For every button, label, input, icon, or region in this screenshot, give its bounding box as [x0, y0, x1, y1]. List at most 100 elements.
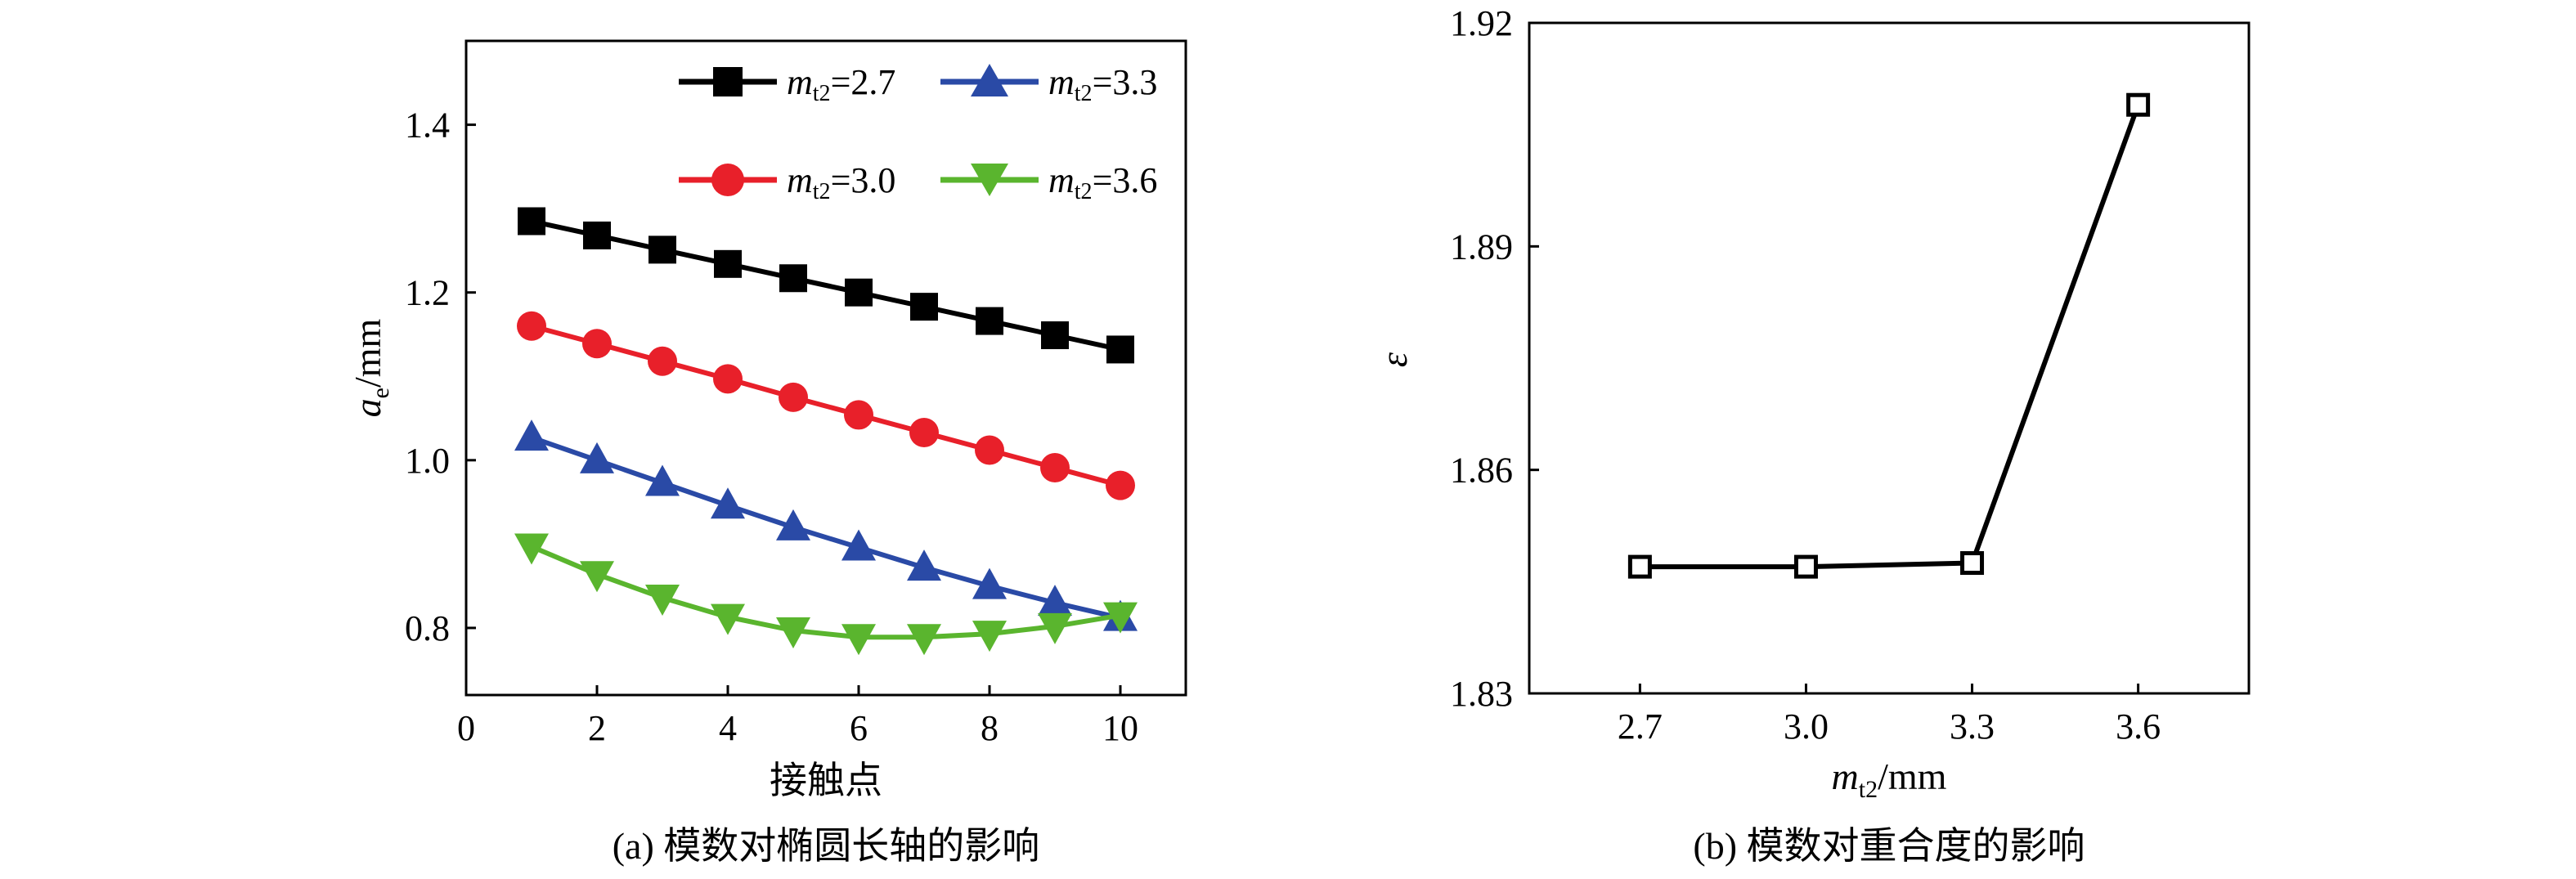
chart-a-series	[514, 207, 1138, 656]
chart-a-legend: mt2=2.7 mt2=3.3 mt2=3.0	[679, 62, 1157, 204]
chart-b-point-	[1627, 554, 1652, 579]
chart-a-xlabel: 接触点	[770, 760, 882, 801]
legend-marker-mt2-3-6	[971, 164, 1008, 196]
chart-a-ytick-label: 1.2	[405, 273, 450, 313]
chart-a-point-mt2-3-3	[972, 567, 1007, 599]
legend-item-mt2-3-0: mt2=3.0	[679, 160, 895, 204]
chart-a-series-line-mt2-2-7	[531, 218, 1121, 352]
chart-a-point-mt2-3-3	[711, 487, 745, 519]
chart-a-xtick-label: 0	[457, 708, 475, 748]
chart-a-point-mt2-2-7	[845, 278, 873, 307]
chart-b-ticks: 2.7 3.0 3.3 3.6 1.83 1.86 1.89 1.92	[1450, 3, 2161, 747]
chart-a-point-mt2-3-0	[1040, 453, 1070, 483]
chart-a-point-mt2-2-7	[1106, 335, 1134, 364]
chart-a-xtick-label: 4	[719, 708, 737, 748]
chart-a-plot-frame	[464, 39, 1187, 697]
chart-a-point-mt2-2-7	[648, 235, 676, 264]
chart-a-point-mt2-2-7	[583, 221, 611, 249]
chart-a-xtick-label: 6	[850, 708, 868, 748]
chart-b-xlabel-unit: /mm	[1878, 756, 1947, 797]
chart-b-ytick-label: 1.89	[1450, 226, 1513, 267]
chart-b-xtick-label: 3.3	[1950, 706, 1995, 747]
chart-b-xlabel: mt2/mm	[1832, 756, 1947, 803]
chart-b-point-	[2126, 92, 2151, 117]
chart-b-plot-frame	[1528, 21, 2251, 695]
chart-a-ylabel-unit: /mm	[347, 318, 388, 388]
chart-b-xlabel-sub: t2	[1859, 776, 1878, 803]
chart-b-caption: (b) 模数对重合度的影响	[1693, 825, 2085, 867]
chart-a-ylabel-sub: e	[367, 388, 394, 398]
chart-a-series-line-mt2-3-3	[531, 435, 1121, 621]
legend-item-mt2-2-7: mt2=2.7	[679, 62, 895, 106]
legend-label-mt2-3-6: mt2=3.6	[1048, 160, 1157, 204]
chart-a-series-line-mt2-3-0	[531, 323, 1121, 488]
legend-item-mt2-3-3: mt2=3.3	[940, 62, 1157, 106]
chart-b-series	[1627, 92, 2151, 579]
chart-a-point-mt2-3-6	[841, 624, 876, 656]
chart-a-point-mt2-3-3	[645, 464, 680, 496]
chart-a-point-mt2-3-6	[776, 617, 810, 649]
chart-b-xtick-label: 2.7	[1618, 706, 1663, 747]
chart-a-ylabel-main: a	[347, 398, 388, 417]
chart-a-series-line-mt2-3-6	[530, 544, 1121, 640]
chart-a-ytick-label: 0.8	[405, 608, 450, 648]
legend-marker-mt2-3-3	[971, 64, 1008, 96]
chart-a-point-mt2-3-0	[648, 346, 677, 376]
chart-a-point-mt2-2-7	[1041, 321, 1069, 349]
chart-a-gridless-frame	[464, 39, 1187, 697]
chart-a-point-mt2-3-6	[711, 603, 745, 635]
chart-a-point-mt2-3-0	[844, 400, 873, 430]
chart-a-point-mt2-3-3	[580, 442, 614, 473]
chart-a-ticks: 0 2 4 6 8 10 0.8 1.0 1.2 1.4	[405, 105, 1138, 748]
chart-b-xlabel-main: m	[1832, 756, 1859, 797]
chart-a-ytick-label: 1.0	[405, 441, 450, 481]
chart-b-xtick-label: 3.6	[2116, 706, 2161, 747]
chart-a-point-mt2-3-0	[975, 435, 1004, 465]
chart-b-series-line-	[1640, 104, 2141, 570]
chart-a-caption: (a) 模数对椭圆长轴的影响	[613, 825, 1040, 867]
chart-a-point-mt2-3-3	[907, 549, 941, 581]
chart-b: 2.7 3.0 3.3 3.6 1.83 1.86 1.89 1.92 ε mt2/mm (b…	[1373, 3, 2251, 867]
chart-a-xtick-label: 2	[588, 708, 606, 748]
chart-a-point-mt2-2-7	[910, 293, 938, 321]
chart-b-xtick-label: 3.0	[1784, 706, 1829, 747]
chart-a-point-mt2-3-0	[779, 382, 808, 412]
chart-a-ylabel: ae/mm	[347, 318, 394, 417]
chart-a-point-mt2-3-0	[713, 364, 743, 394]
chart-a-point-mt2-3-6	[1103, 602, 1138, 634]
chart-a-point-mt2-3-0	[517, 311, 546, 341]
chart-a-point-mt2-3-0	[582, 329, 612, 359]
legend-label-mt2-3-3: mt2=3.3	[1048, 62, 1157, 106]
chart-a-point-mt2-3-6	[514, 533, 549, 565]
chart-a-point-mt2-3-3	[514, 419, 549, 451]
chart-b-ytick-label: 1.83	[1450, 674, 1513, 714]
chart-a-ytick-label: 1.4	[405, 105, 450, 146]
chart-b-point-	[1960, 551, 1985, 576]
chart-a-point-mt2-3-3	[1038, 585, 1072, 617]
legend-marker-mt2-3-0	[711, 164, 744, 196]
chart-a-point-mt2-3-6	[907, 624, 941, 656]
chart-b-point-	[1793, 554, 1818, 579]
legend-item-mt2-3-6: mt2=3.6	[940, 160, 1157, 204]
chart-b-ylabel: ε	[1373, 352, 1415, 367]
chart-a-point-mt2-3-6	[580, 561, 614, 593]
chart-a-point-mt2-3-3	[776, 509, 810, 540]
chart-a: 0 2 4 6 8 10 0.8 1.0 1.2 1.4 ae/mm 接触点 (a) 模数对椭圆长…	[347, 39, 1187, 867]
chart-a-point-mt2-2-7	[779, 264, 807, 293]
chart-b-ytick-label: 1.92	[1450, 3, 1513, 43]
chart-a-point-mt2-2-7	[976, 307, 1003, 335]
chart-a-point-mt2-3-6	[972, 621, 1007, 653]
chart-a-point-mt2-2-7	[518, 207, 545, 235]
chart-b-ytick-label: 1.86	[1450, 451, 1513, 491]
chart-a-point-mt2-3-0	[1106, 470, 1135, 500]
chart-a-point-mt2-3-6	[645, 585, 680, 617]
legend-label-mt2-2-7: mt2=2.7	[787, 62, 895, 106]
chart-a-xtick-label: 8	[981, 708, 999, 748]
legend-label-mt2-3-0: mt2=3.0	[787, 160, 895, 204]
chart-a-point-mt2-3-3	[841, 529, 876, 561]
chart-a-point-mt2-3-0	[909, 417, 939, 447]
chart-a-point-mt2-2-7	[714, 249, 742, 278]
chart-a-point-mt2-3-6	[1038, 612, 1072, 644]
legend-marker-mt2-2-7	[713, 67, 743, 96]
